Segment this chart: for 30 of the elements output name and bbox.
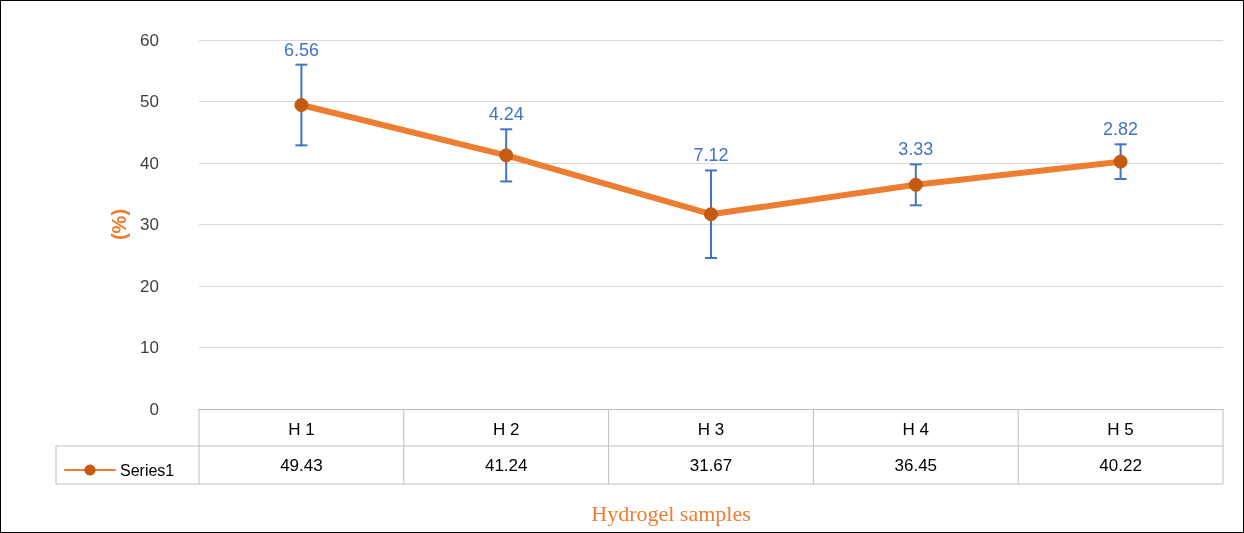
data-label: 40.22 xyxy=(1099,455,1142,475)
point xyxy=(908,177,923,192)
data-label: 36.45 xyxy=(894,455,938,475)
x-tick-label: H 1 xyxy=(288,420,315,439)
point xyxy=(704,207,718,222)
point xyxy=(499,148,514,163)
x-tick-label: H 2 xyxy=(492,420,520,439)
point xyxy=(1113,154,1128,169)
y-axis-title: (%) xyxy=(108,208,131,241)
data-label: 49.43 xyxy=(280,455,323,475)
data-label: 31.67 xyxy=(689,455,733,475)
y-tick-label: 0 xyxy=(149,399,159,419)
annotation: 6.56 xyxy=(283,39,319,60)
y-tick-label: 60 xyxy=(140,30,159,50)
annotation: 2.82 xyxy=(1103,119,1139,140)
x-tick-label: H 5 xyxy=(1107,420,1134,439)
y-tick-label: 10 xyxy=(140,338,159,357)
y-tick-label: 20 xyxy=(140,276,159,296)
x-tick-label: H 4 xyxy=(902,420,930,439)
data-label: 41.24 xyxy=(484,455,528,475)
x-axis-title: Hydrogel samples xyxy=(591,500,751,526)
y-tick-label: 40 xyxy=(140,153,159,173)
legend-label: Series1 xyxy=(120,461,175,479)
point xyxy=(294,98,309,112)
annotation: 7.12 xyxy=(693,145,729,166)
y-tick-label: 50 xyxy=(140,92,159,111)
y-tick-label: 30 xyxy=(140,215,159,234)
annotation: 4.24 xyxy=(488,104,524,125)
x-tick-label: H 3 xyxy=(697,420,725,439)
annotation: 3.33 xyxy=(898,139,934,160)
